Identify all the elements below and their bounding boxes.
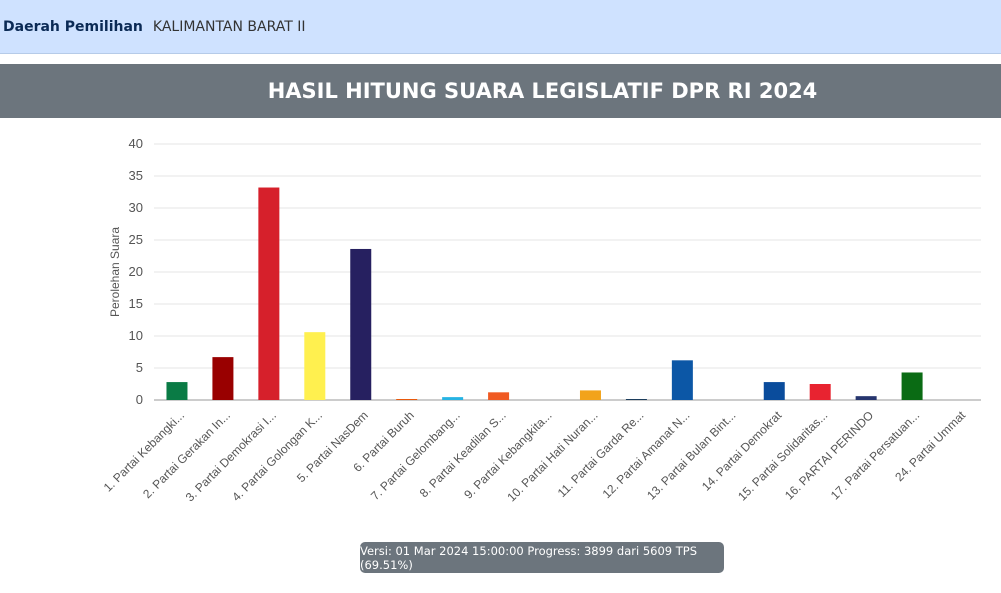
- chart-title-bar: HASIL HITUNG SUARA LEGISLATIF DPR RI 202…: [0, 64, 1001, 118]
- x-tick-label: 16. PARTAI PERINDO: [782, 408, 876, 502]
- x-tick-label: 13. Partai Bulan Bint...: [644, 408, 738, 502]
- x-tick-label: 12. Partai Amanat N...: [600, 408, 693, 501]
- bar[interactable]: [304, 332, 326, 400]
- bar[interactable]: [396, 399, 418, 400]
- x-tick-label: 15. Partai Solidaritas...: [735, 408, 830, 503]
- bar[interactable]: [855, 396, 877, 400]
- x-tick-label: 7. Partai Gelombang...: [368, 408, 463, 503]
- bar[interactable]: [488, 392, 510, 400]
- x-tick-label: 8. Partai Keadilan S...: [417, 408, 509, 500]
- bar[interactable]: [901, 372, 923, 400]
- y-tick-label: 0: [136, 392, 143, 407]
- x-tick-label: 14. Partai Demokrat: [699, 408, 785, 494]
- bar[interactable]: [258, 187, 280, 400]
- y-tick-label: 10: [129, 328, 143, 343]
- x-tick-label: 17. Partai Persatuan...: [828, 408, 922, 502]
- vote-bar-chart: 0 5 10 15 20 25 30 35 40 Perolehan Suara 1. Partai…: [101, 136, 981, 504]
- bar[interactable]: [763, 382, 785, 400]
- y-axis-label: Perolehan Suara: [108, 227, 122, 317]
- bar[interactable]: [671, 360, 693, 400]
- region-value: KALIMANTAN BARAT II: [152, 18, 306, 35]
- x-tick-label: 1. Partai Kebangki...: [101, 408, 187, 494]
- x-tick-label: 2. Partai Gerakan In...: [140, 408, 233, 501]
- y-tick-label: 40: [129, 136, 143, 151]
- region-bar: Daerah Pemilihan KALIMANTAN BARAT II: [0, 0, 1001, 54]
- y-tick-label: 20: [129, 264, 143, 279]
- bar[interactable]: [442, 397, 464, 400]
- chart-title: HASIL HITUNG SUARA LEGISLATIF DPR RI 202…: [267, 79, 818, 103]
- bar[interactable]: [212, 357, 234, 400]
- x-tick-label: 9. Partai Kebangkita...: [461, 408, 554, 501]
- y-tick-label: 5: [136, 360, 143, 375]
- x-tick-label: 4. Partai Golongan K...: [229, 408, 325, 504]
- x-tick-label: 11. Partai Garda Re...: [555, 408, 647, 500]
- version-progress-badge: Versi: 01 Mar 2024 15:00:00 Progress: 38…: [360, 542, 724, 573]
- bar[interactable]: [350, 248, 372, 400]
- x-tick-label: 10. Partai Hati Nuran...: [504, 408, 600, 504]
- y-tick-label: 35: [129, 168, 143, 183]
- bar[interactable]: [166, 382, 188, 400]
- region-label: Daerah Pemilihan: [3, 18, 143, 35]
- x-tick-label: 3. Partai Demokrasi I...: [183, 408, 279, 504]
- bar[interactable]: [625, 399, 647, 400]
- y-tick-label: 25: [129, 232, 143, 247]
- y-tick-label: 15: [129, 296, 143, 311]
- version-progress-text: Versi: 01 Mar 2024 15:00:00 Progress: 38…: [360, 543, 697, 572]
- bar[interactable]: [809, 384, 831, 400]
- y-tick-label: 30: [129, 200, 143, 215]
- bar[interactable]: [579, 390, 601, 400]
